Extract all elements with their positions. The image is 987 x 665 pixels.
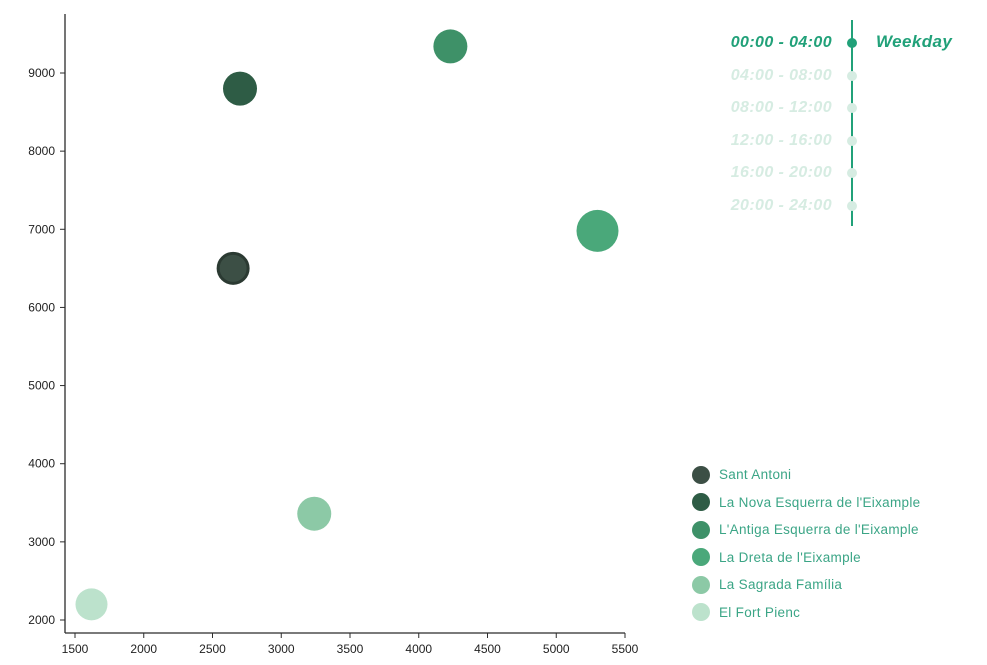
x-tick-label: 5000 [543,642,570,656]
time-filter-dot-icon[interactable] [847,103,857,114]
legend-item[interactable]: L'Antiga Esquerra de l'Eixample [692,516,920,544]
time-filter-label[interactable]: 20:00 - 24:00 [730,196,832,214]
legend-item[interactable]: Sant Antoni [692,461,920,489]
legend-label: El Fort Pienc [719,604,801,620]
y-tick-label: 8000 [28,144,55,158]
y-tick-label: 9000 [28,66,55,80]
bubble-la-sagrada-fam-lia[interactable] [297,496,332,531]
legend-swatch-icon [692,603,710,622]
time-filter-dot-icon[interactable] [847,168,857,179]
time-filter-label[interactable]: 08:00 - 12:00 [730,99,832,117]
legend-swatch-icon [692,548,710,567]
time-filter-label[interactable]: 04:00 - 08:00 [730,66,832,84]
x-tick-label: 3000 [268,642,295,656]
time-filter-option[interactable]: 20:00 - 24:00 [700,190,987,223]
time-filter-dot-icon[interactable] [847,38,857,49]
y-tick-label: 6000 [28,300,55,314]
legend-swatch-icon [692,493,710,512]
filter-axis-line [851,20,853,226]
legend-label: Sant Antoni [719,467,792,483]
x-tick-label: 5500 [612,642,639,656]
x-tick-label: 4000 [405,642,432,656]
legend-label: La Dreta de l'Eixample [719,549,861,565]
legend: Sant Antoni La Nova Esquerra de l'Eixamp… [692,461,920,626]
y-tick-label: 5000 [28,379,55,393]
bubble-l-antiga-esquerra-de-l-eixample[interactable] [433,29,468,64]
legend-swatch-icon [692,520,710,539]
time-filter-option[interactable]: 04:00 - 08:00 [700,60,987,93]
time-filter-label[interactable]: 12:00 - 16:00 [730,131,832,149]
time-filter-option[interactable]: 08:00 - 12:00 [700,92,987,125]
legend-swatch-icon [692,575,710,594]
time-filter-label[interactable]: 16:00 - 20:00 [730,164,832,182]
legend-label: L'Antiga Esquerra de l'Eixample [719,522,919,538]
time-filter-option[interactable]: 00:00 - 04:00 [700,27,987,60]
x-tick-label: 4500 [474,642,501,656]
time-filter: 00:00 - 04:00 04:00 - 08:00 08:00 - 12:0… [700,20,987,237]
bubble-el-fort-pienc[interactable] [75,588,108,621]
legend-swatch-icon [692,465,710,484]
time-filter-option[interactable]: 12:00 - 16:00 [700,125,987,158]
legend-label: La Sagrada Família [719,577,843,593]
time-filter-dot-icon[interactable] [847,200,857,211]
y-tick-label: 7000 [28,222,55,236]
y-tick-label: 4000 [28,457,55,471]
legend-item[interactable]: La Dreta de l'Eixample [692,544,920,572]
legend-item[interactable]: La Nova Esquerra de l'Eixample [692,489,920,517]
x-tick-label: 2000 [130,642,157,656]
time-filter-dot-icon[interactable] [847,70,857,81]
x-tick-label: 1500 [62,642,89,656]
legend-label: La Nova Esquerra de l'Eixample [719,494,921,510]
time-filter-dot-icon[interactable] [847,135,857,146]
y-tick-label: 2000 [28,613,55,627]
bubble-la-nova-esquerra-de-l-eixample[interactable] [223,71,257,106]
legend-item[interactable]: La Sagrada Família [692,571,920,599]
bubble-sant-antoni[interactable] [216,251,250,285]
time-filter-option[interactable]: 16:00 - 20:00 [700,157,987,190]
time-filter-label[interactable]: 00:00 - 04:00 [730,34,832,52]
weekday-label: Weekday [876,32,953,51]
legend-item[interactable]: El Fort Pienc [692,599,920,627]
y-tick-label: 3000 [28,535,55,549]
x-tick-label: 2500 [199,642,226,656]
x-tick-label: 3500 [337,642,364,656]
bubble-la-dreta-de-l-eixample[interactable] [576,209,619,252]
